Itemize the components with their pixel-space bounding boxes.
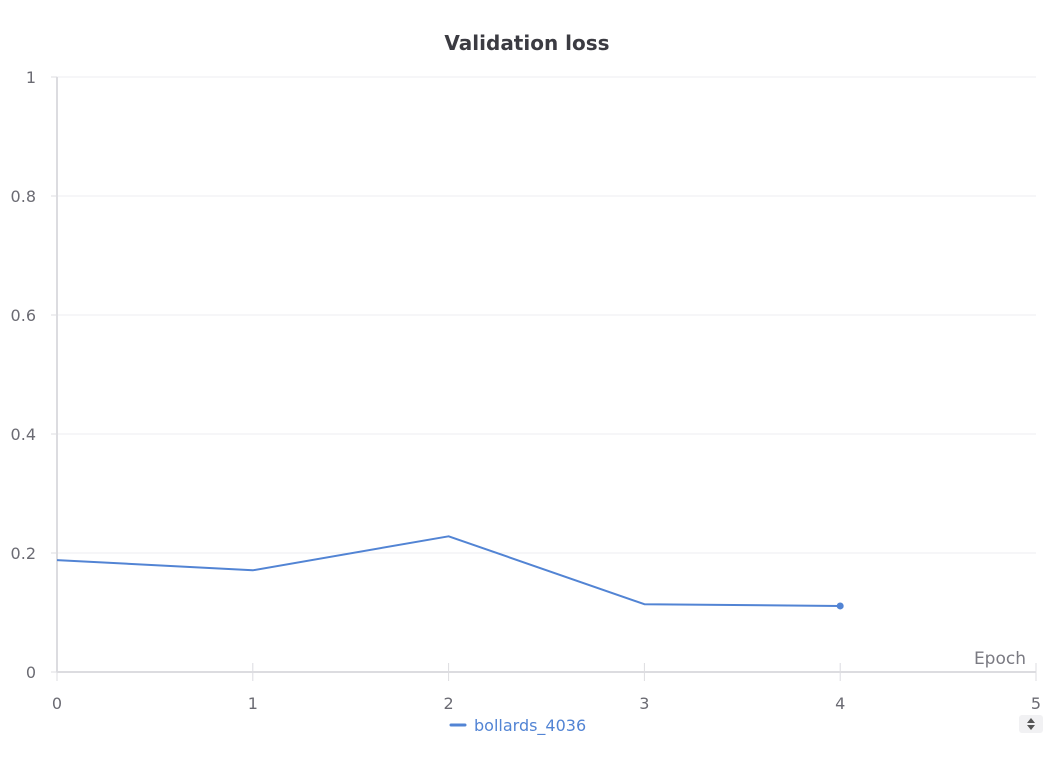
legend-scroll-button[interactable] [1019,715,1043,733]
x-tick-label: 3 [639,694,649,713]
series-layer [56,535,844,610]
legend[interactable]: bollards_4036 [449,716,586,736]
up-down-arrows-icon [1027,718,1035,730]
y-tick-label: 0.6 [11,306,36,325]
x-tick-label: 2 [444,694,454,713]
legend-label: bollards_4036 [474,716,586,736]
legend-item[interactable]: bollards_4036 [449,716,586,736]
chart-title: Validation loss [444,31,609,55]
y-tick-label: 1 [26,68,36,87]
y-tick-labels: 0 0.2 0.4 0.6 0.8 1 [11,68,36,682]
x-tick-label: 0 [52,694,62,713]
x-tick-label: 5 [1031,694,1041,713]
y-tick-label: 0.2 [11,544,36,563]
x-axis-title: Epoch [974,649,1026,669]
series-line [56,535,841,607]
x-tick-labels: 0 1 2 3 4 5 [52,694,1041,713]
x-tick-label: 4 [835,694,845,713]
x-tick-label: 1 [248,694,258,713]
data-point [836,602,844,610]
y-tick-label: 0.8 [11,187,36,206]
y-tick-label: 0.4 [11,425,36,444]
axes [51,76,1037,681]
gridlines [57,76,1036,554]
y-tick-label: 0 [26,663,36,682]
